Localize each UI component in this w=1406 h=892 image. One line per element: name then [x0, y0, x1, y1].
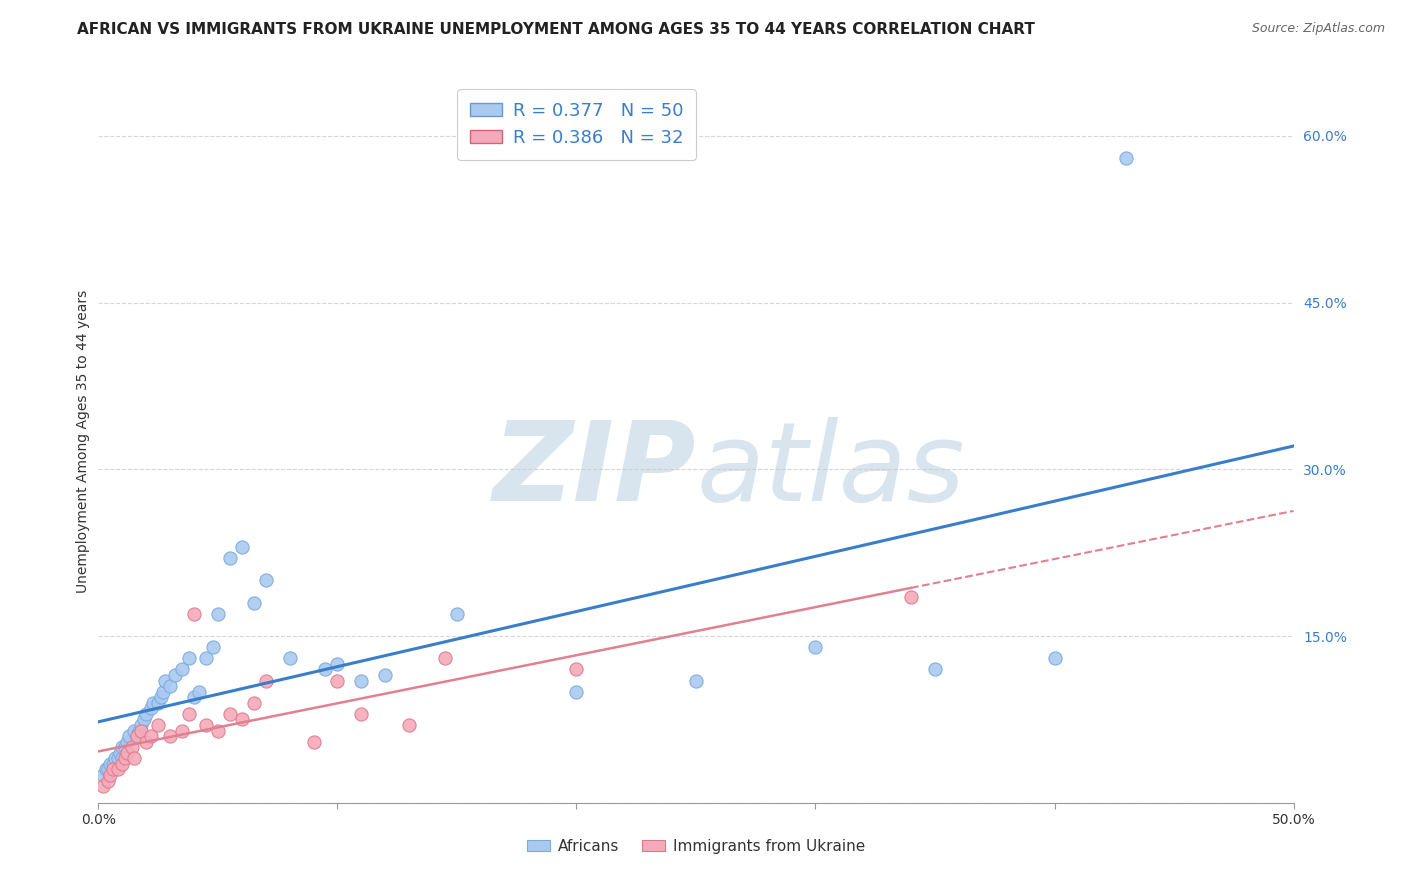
Point	[118, 729, 141, 743]
Point	[98, 768, 122, 782]
Point	[187, 684, 209, 698]
Point	[125, 729, 148, 743]
Point	[131, 723, 153, 738]
Point	[128, 723, 150, 738]
Point	[131, 718, 153, 732]
Point	[326, 657, 349, 671]
Text: Source: ZipAtlas.com: Source: ZipAtlas.com	[1251, 22, 1385, 36]
Point	[278, 651, 301, 665]
Point	[195, 718, 218, 732]
Point	[135, 734, 157, 748]
Point	[350, 673, 373, 688]
Text: ZIP: ZIP	[492, 417, 696, 524]
Point	[231, 540, 253, 554]
Point	[804, 640, 827, 655]
Point	[326, 673, 349, 688]
Point	[172, 723, 194, 738]
Point	[195, 651, 218, 665]
Point	[91, 779, 114, 793]
Y-axis label: Unemployment Among Ages 35 to 44 years: Unemployment Among Ages 35 to 44 years	[76, 290, 90, 593]
Point	[159, 679, 181, 693]
Point	[900, 590, 922, 604]
Point	[148, 718, 170, 732]
Point	[149, 690, 172, 705]
Point	[132, 713, 155, 727]
Point	[142, 696, 165, 710]
Point	[685, 673, 707, 688]
Point	[179, 651, 201, 665]
Point	[350, 706, 373, 721]
Point	[97, 763, 120, 777]
Point	[124, 751, 146, 765]
Point	[111, 740, 134, 755]
Point	[243, 696, 266, 710]
Point	[254, 673, 277, 688]
Point	[179, 706, 201, 721]
Point	[398, 718, 420, 732]
Point	[183, 690, 205, 705]
Point	[114, 740, 136, 755]
Point	[1043, 651, 1066, 665]
Point	[139, 701, 162, 715]
Point	[152, 684, 174, 698]
Point	[924, 662, 946, 676]
Point	[565, 684, 588, 698]
Point	[302, 734, 325, 748]
Point	[159, 729, 181, 743]
Point	[254, 574, 277, 588]
Point	[202, 640, 225, 655]
Point	[135, 706, 157, 721]
Point	[114, 751, 136, 765]
Point	[183, 607, 205, 621]
Point	[446, 607, 468, 621]
Point	[1115, 151, 1137, 165]
Text: AFRICAN VS IMMIGRANTS FROM UKRAINE UNEMPLOYMENT AMONG AGES 35 TO 44 YEARS CORREL: AFRICAN VS IMMIGRANTS FROM UKRAINE UNEMP…	[77, 22, 1035, 37]
Legend: Africans, Immigrants from Ukraine: Africans, Immigrants from Ukraine	[522, 833, 870, 860]
Point	[219, 706, 242, 721]
Point	[124, 723, 146, 738]
Point	[98, 756, 122, 771]
Point	[219, 551, 242, 566]
Point	[207, 607, 229, 621]
Point	[107, 751, 129, 765]
Point	[121, 740, 143, 755]
Point	[243, 596, 266, 610]
Point	[115, 734, 138, 748]
Point	[101, 763, 124, 777]
Point	[101, 756, 124, 771]
Point	[207, 723, 229, 738]
Point	[148, 696, 170, 710]
Point	[125, 729, 148, 743]
Point	[155, 673, 177, 688]
Point	[315, 662, 337, 676]
Point	[434, 651, 457, 665]
Text: atlas: atlas	[696, 417, 965, 524]
Point	[107, 763, 129, 777]
Point	[374, 668, 396, 682]
Point	[111, 751, 134, 765]
Point	[94, 763, 117, 777]
Point	[172, 662, 194, 676]
Point	[91, 768, 114, 782]
Point	[115, 746, 138, 760]
Point	[97, 773, 120, 788]
Point	[108, 746, 131, 760]
Point	[104, 751, 127, 765]
Point	[163, 668, 186, 682]
Point	[139, 729, 162, 743]
Point	[111, 756, 134, 771]
Point	[231, 713, 253, 727]
Point	[565, 662, 588, 676]
